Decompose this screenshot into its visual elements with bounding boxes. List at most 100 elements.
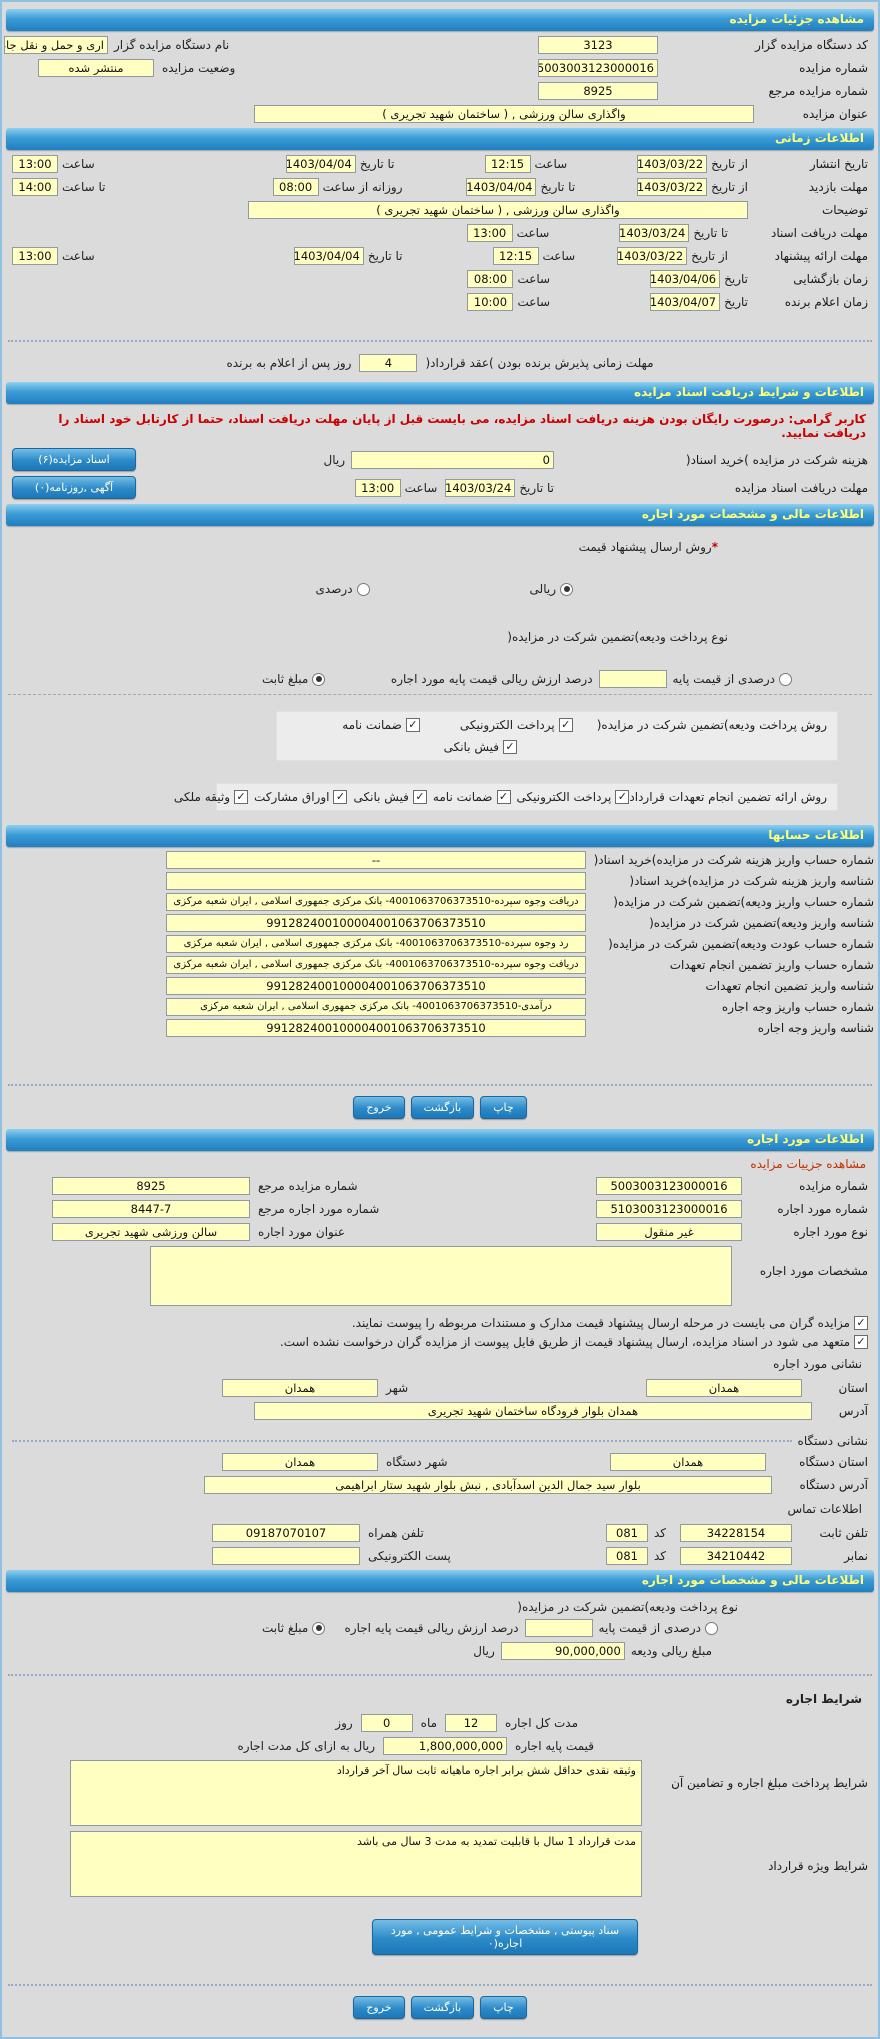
visit-end-field[interactable]: 14:00 xyxy=(12,178,58,196)
attached-documents-button[interactable]: سناد پیوستی , مشخصات و شرایط عمومی , مور… xyxy=(372,1919,638,1955)
offer-to-time-field[interactable]: 13:00 xyxy=(12,247,58,265)
account-row-field[interactable]: 991282400100004001063706373510 xyxy=(166,1019,586,1037)
winner-date-field[interactable]: 1403/04/07 xyxy=(650,293,721,311)
phone-code-field[interactable]: 081 xyxy=(605,1524,648,1542)
publish-to-time-field[interactable]: 13:00 xyxy=(12,155,58,173)
rent-item-ref-field[interactable]: 8447-7 xyxy=(52,1200,250,1218)
fee-field[interactable]: 0 xyxy=(351,450,554,469)
phone-field[interactable]: 34228154 xyxy=(680,1524,792,1542)
org-city-field[interactable]: همدان xyxy=(222,1453,378,1471)
account-row-field[interactable]: 991282400100004001063706373510 xyxy=(166,914,586,932)
auction-number-field[interactable]: 5003003123000016 xyxy=(538,59,658,77)
docs-to-field[interactable]: 1403/03/24 xyxy=(619,224,690,242)
hour-label: ساعت xyxy=(542,249,576,263)
rent-title-field[interactable]: سالن ورزشی شهید تجریری xyxy=(52,1223,250,1241)
publish-to-field[interactable]: 1403/04/04 xyxy=(285,155,356,173)
winner-time-field[interactable]: 10:00 xyxy=(467,293,514,311)
date-label: تاریخ xyxy=(724,272,748,286)
auction-status-field[interactable]: منتشر شده xyxy=(38,59,154,77)
opening-time-field[interactable]: 08:00 xyxy=(467,270,514,288)
date-label: تاریخ xyxy=(724,295,748,309)
fixed-amount2-radio[interactable] xyxy=(312,1621,326,1635)
auction-code-field[interactable]: 3123 xyxy=(538,36,658,54)
opening-date-field[interactable]: 1403/04/06 xyxy=(650,270,721,288)
percent-base2-radio[interactable] xyxy=(705,1621,718,1635)
rent-auction-ref-field[interactable]: 8925 xyxy=(52,1177,250,1195)
guarantee-letter-checkbox[interactable]: ✓ xyxy=(405,718,420,732)
auction-documents-button[interactable]: اسناد مزایده(۶) xyxy=(12,448,136,471)
percent-base-radio[interactable] xyxy=(779,672,792,686)
electronic-payment-checkbox[interactable]: ✓ xyxy=(615,790,630,804)
bank-slip-checkbox[interactable]: ✓ xyxy=(503,740,517,754)
offer-to-field[interactable]: 1403/04/04 xyxy=(293,247,364,265)
deposit-pay-method-band: روش پرداخت ودیعه)تضمین شرکت در مزایده( ✓… xyxy=(276,711,838,761)
visit-start-field[interactable]: 08:00 xyxy=(272,178,319,196)
view-auction-details-link[interactable]: مشاهده جزییات مزایده xyxy=(750,1157,866,1171)
guarantee-letter-checkbox[interactable]: ✓ xyxy=(496,790,511,804)
percent-radio[interactable] xyxy=(356,582,370,596)
back-button[interactable]: بازگشت xyxy=(410,1096,475,1119)
publish-from-time-field[interactable]: 12:15 xyxy=(484,155,531,173)
fixed-amount-radio[interactable] xyxy=(312,672,326,686)
rent-specs-textarea[interactable] xyxy=(150,1246,732,1306)
email-field[interactable] xyxy=(212,1547,360,1565)
org-address-field[interactable]: بلوار سید جمال الدین اسدآبادی , نبش بلوا… xyxy=(204,1476,772,1494)
exit-button[interactable]: خروج xyxy=(353,1096,405,1119)
docs-deadline-time-field[interactable]: 13:00 xyxy=(354,478,401,497)
deposit-type-label: نوع پرداخت ودیعه)تضمین شرکت در مزایده( xyxy=(507,630,728,644)
acceptance-days-field[interactable]: 4 xyxy=(359,354,418,372)
fax-code-field[interactable]: 081 xyxy=(605,1547,648,1565)
newspaper-ad-button[interactable]: آگهی ,روزنامه(۰) xyxy=(12,476,136,499)
account-row-field[interactable]: 991282400100004001063706373510 xyxy=(166,977,586,995)
rent-title-label: عنوان مورد اجاره xyxy=(258,1225,346,1239)
electronic-payment-checkbox[interactable]: ✓ xyxy=(558,718,573,732)
base-price-field[interactable]: 1,800,000,000 xyxy=(383,1737,508,1755)
account-row-field[interactable]: دریافت وجوه سپرده-4001063706373510- بانک… xyxy=(166,956,586,974)
organizer-name-field[interactable]: اری و حمل و نقل جاده ای ا xyxy=(4,36,108,54)
attach-docs-checkbox[interactable]: ✓ xyxy=(854,1316,868,1330)
account-row-field[interactable]: دریافت وجوه سپرده-4001063706373510- بانک… xyxy=(166,893,586,911)
mobile-label: تلفن همراه xyxy=(368,1526,424,1540)
print-button[interactable]: چاپ xyxy=(480,1096,527,1119)
auction-title-field[interactable]: واگذاری سالن ورزشی , ( ساختمان شهید تجری… xyxy=(254,105,754,123)
province-field[interactable]: همدان xyxy=(646,1379,802,1397)
mobile-field[interactable]: 09187070107 xyxy=(212,1524,360,1542)
organizer-name-label: نام دستگاه مزایده گزار xyxy=(114,38,230,52)
duration-months-field[interactable]: 12 xyxy=(445,1714,498,1732)
offer-from-time-field[interactable]: 12:15 xyxy=(492,247,539,265)
print-button[interactable]: چاپ xyxy=(480,1996,527,2019)
deposit-amount-field[interactable]: 90,000,000 xyxy=(500,1642,625,1660)
bank-slip-checkbox[interactable]: ✓ xyxy=(412,790,427,804)
visit-to-field[interactable]: 1403/04/04 xyxy=(466,178,537,196)
exit-button[interactable]: خروج xyxy=(353,1996,405,2019)
percent-base2-field[interactable] xyxy=(524,1619,593,1637)
rent-type-field[interactable]: غیر منقول xyxy=(596,1223,742,1241)
auction-ref-field[interactable]: 8925 xyxy=(538,82,658,100)
participation-bonds-checkbox[interactable]: ✓ xyxy=(333,790,348,804)
no-file-request-checkbox[interactable]: ✓ xyxy=(854,1335,868,1349)
address-field[interactable]: همدان بلوار فرودگاه ساختمان شهید تجریری xyxy=(254,1402,812,1420)
duration-days-field[interactable]: 0 xyxy=(360,1714,413,1732)
city-field[interactable]: همدان xyxy=(222,1379,378,1397)
rent-item-no-field[interactable]: 5103003123000016 xyxy=(596,1200,742,1218)
docs-deadline-date-field[interactable]: 1403/03/24 xyxy=(445,478,516,497)
special-terms-textarea[interactable]: مدت قرارداد 1 سال با قابلیت تمدید به مدت… xyxy=(70,1831,642,1897)
timing-desc-field[interactable]: واگذاری سالن ورزشی , ( ساختمان شهید تجری… xyxy=(248,201,748,219)
rent-auction-no-field[interactable]: 5003003123000016 xyxy=(596,1177,742,1195)
visit-from-field[interactable]: 1403/03/22 xyxy=(637,178,708,196)
publish-from-field[interactable]: 1403/03/22 xyxy=(637,155,708,173)
day-unit: روز xyxy=(335,1716,353,1730)
org-province-field[interactable]: همدان xyxy=(610,1453,766,1471)
property-collateral-checkbox[interactable]: ✓ xyxy=(234,790,249,804)
docs-time-field[interactable]: 13:00 xyxy=(466,224,513,242)
offer-from-field[interactable]: 1403/03/22 xyxy=(617,247,688,265)
account-row-field[interactable] xyxy=(166,872,586,890)
rial-radio[interactable] xyxy=(560,582,573,596)
account-row-field[interactable]: رد وجوه سپرده-4001063706373510- بانک مرک… xyxy=(166,935,586,953)
fax-field[interactable]: 34210442 xyxy=(680,1547,792,1565)
account-row-field[interactable]: -- xyxy=(166,851,586,869)
payment-terms-textarea[interactable]: وثیقه نقدی حداقل شش برابر اجاره ماهیانه … xyxy=(70,1760,642,1826)
percent-base-field[interactable] xyxy=(598,670,667,688)
back-button[interactable]: بازگشت xyxy=(410,1996,475,2019)
account-row-field[interactable]: درآمدی-4001063706373510- بانک مرکزی جمهو… xyxy=(166,998,586,1016)
